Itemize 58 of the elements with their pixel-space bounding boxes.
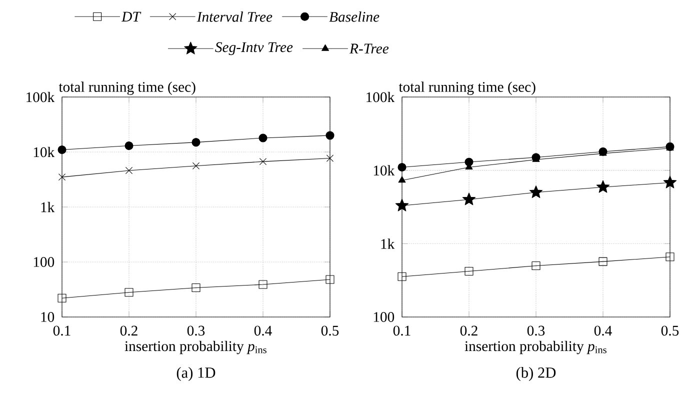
point [258, 280, 268, 289]
x-tick-label: 0.4 [594, 326, 612, 336]
x-axis-title: insertion probability p$_{ins}$ [124, 340, 266, 354]
point [192, 283, 200, 292]
point [462, 192, 476, 206]
y-tick-label: 1k [381, 238, 395, 249]
point [58, 294, 66, 302]
point [398, 163, 406, 172]
y-tick-label: 10 [41, 312, 54, 322]
x-tick-label: 0.3 [187, 326, 205, 336]
point [326, 275, 334, 284]
y-axis-title: total running time (sec) [58, 82, 196, 95]
x-tick-label: 0.1 [53, 326, 70, 336]
point [124, 141, 134, 150]
point [326, 154, 334, 162]
y-tick-label: 100k [26, 92, 55, 102]
x-tick-label: 0.2 [120, 326, 138, 336]
point [464, 158, 474, 166]
y-tick-label: 10k [374, 165, 395, 176]
legend-label: Interval Tree [196, 12, 272, 22]
y-tick-label: 10k [34, 146, 55, 158]
point [259, 158, 267, 166]
y-tick-label: 100 [34, 257, 54, 267]
point [258, 134, 268, 142]
point [395, 198, 409, 212]
legend-label: DT [121, 12, 142, 22]
text: (b) 2D [516, 367, 556, 381]
x-tick-label: 0.5 [321, 326, 339, 336]
point [125, 166, 133, 174]
point [596, 180, 610, 193]
x-tick-label: 0.3 [527, 326, 545, 336]
point [398, 176, 406, 183]
x-tick-label: 0.4 [254, 326, 272, 336]
point [666, 252, 674, 262]
point [192, 162, 200, 170]
point [663, 176, 677, 188]
point [532, 261, 540, 270]
point [398, 272, 406, 281]
y-tick-label: 100k [366, 92, 395, 102]
point [326, 131, 334, 140]
point [124, 288, 134, 297]
x-tick-label: 0.1 [393, 326, 410, 336]
x-axis-title: insertion probability p$_{ins}$ [464, 340, 606, 354]
point [58, 145, 66, 154]
y-tick-label: 100 [374, 312, 394, 322]
legend-label: Baseline [329, 12, 380, 22]
y-tick-label: 1k [41, 202, 55, 212]
y-axis-title: total running time (sec) [398, 82, 536, 95]
point [598, 257, 608, 266]
legend-label: Seg-Intv Tree [215, 42, 293, 56]
x-tick-label: 0.5 [661, 326, 679, 336]
text: (a) 1D [176, 367, 216, 381]
x-tick-label: 0.2 [460, 326, 478, 336]
legend-label: R-Tree [349, 44, 389, 54]
point [192, 138, 200, 147]
point [58, 174, 66, 181]
point [529, 185, 543, 198]
point [464, 267, 474, 276]
